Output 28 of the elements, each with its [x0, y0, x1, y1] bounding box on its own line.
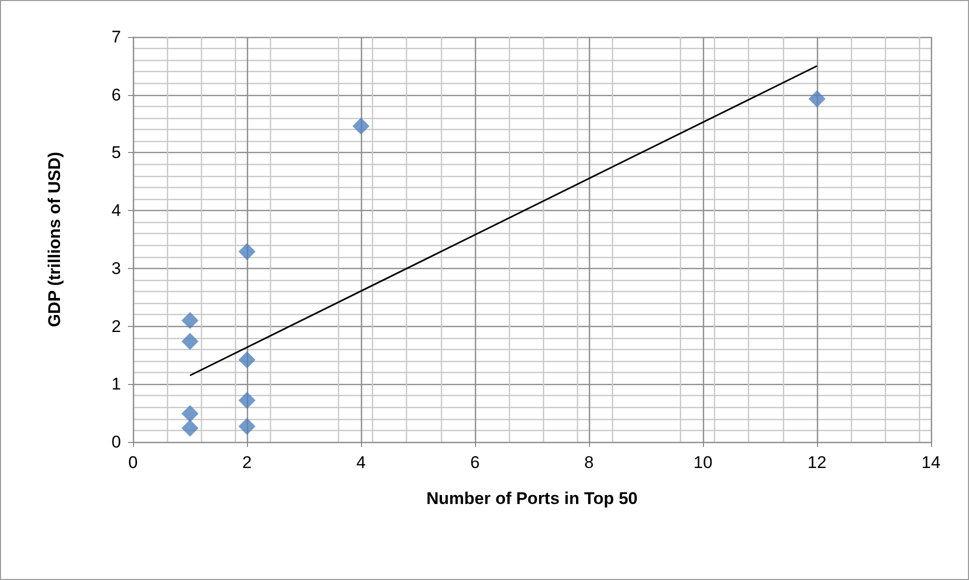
point [352, 118, 370, 135]
point [182, 332, 198, 350]
y-tick-label: 2 [112, 316, 121, 336]
x-tick-label: 0 [128, 453, 138, 472]
y-tick-label: 7 [112, 28, 121, 46]
x-tick-label: 12 [808, 453, 826, 472]
y-tick-label: 6 [112, 85, 121, 104]
x-tick-label: 2 [242, 453, 252, 472]
x-tick-label: 8 [584, 453, 594, 472]
y-tick-label: 4 [112, 201, 121, 220]
point [182, 312, 198, 329]
point [238, 418, 256, 435]
x-tick-label: 10 [694, 453, 712, 472]
point [182, 405, 198, 422]
point [808, 90, 826, 108]
x-tick-label: 6 [470, 453, 480, 472]
y-tick-label: 1 [112, 374, 121, 394]
point [238, 392, 256, 409]
y-axis-title: GDP (trillions of USD) [45, 152, 64, 328]
y-tick-label: 5 [112, 143, 121, 162]
point [238, 351, 256, 368]
x-tick-label: 4 [356, 453, 366, 472]
point [182, 420, 198, 437]
x-tick-label: 14 [922, 453, 940, 472]
y-tick-label: 3 [112, 258, 121, 278]
y-tick-label: 0 [112, 432, 121, 452]
point [238, 243, 256, 260]
x-axis-title: Number of Ports in Top 50 [426, 489, 638, 508]
